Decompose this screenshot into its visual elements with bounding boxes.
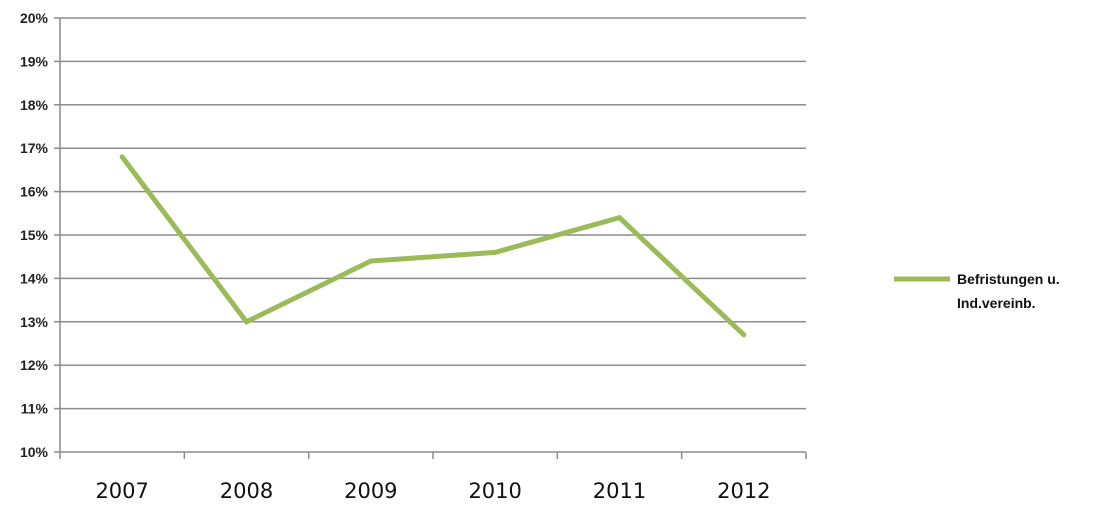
data-point <box>119 154 125 160</box>
x-tick-label: 2009 <box>344 479 397 503</box>
data-point <box>368 258 374 264</box>
y-tick-label: 14% <box>20 270 49 286</box>
y-tick-label: 10% <box>20 444 49 460</box>
y-tick-label: 17% <box>20 140 49 156</box>
y-axis-ticks: 10% 11% 12% 13% 14% 15% 16% 17% 18% 19% 20% <box>20 10 49 460</box>
x-tick-label: 2012 <box>717 479 770 503</box>
y-tick-label: 13% <box>20 314 49 330</box>
data-point <box>741 332 747 338</box>
y-tick-label: 18% <box>20 97 49 113</box>
legend: Befristungen u. Ind.vereinb. <box>894 271 1060 311</box>
y-tick-label: 11% <box>21 401 49 417</box>
y-tick-label: 15% <box>20 227 49 243</box>
x-axis-ticks: 2007 2008 2009 2010 2011 2012 <box>95 479 770 503</box>
x-tick-label: 2010 <box>468 479 521 503</box>
y-tick-label: 20% <box>20 10 49 26</box>
x-tick-label: 2011 <box>593 479 646 503</box>
y-tick-label: 16% <box>20 184 49 200</box>
series-layer <box>119 154 747 338</box>
x-tick-label: 2007 <box>95 479 148 503</box>
legend-label: Befristungen u. Ind.vereinb. <box>957 271 1060 311</box>
data-point <box>244 319 249 325</box>
y-tick-label: 19% <box>20 53 49 69</box>
axes <box>54 17 807 459</box>
series-line <box>120 155 746 337</box>
x-tick-label: 2008 <box>220 479 273 503</box>
data-point <box>617 215 622 221</box>
gridlines <box>60 17 806 410</box>
data-point <box>492 249 498 255</box>
y-tick-label: 12% <box>20 357 49 373</box>
